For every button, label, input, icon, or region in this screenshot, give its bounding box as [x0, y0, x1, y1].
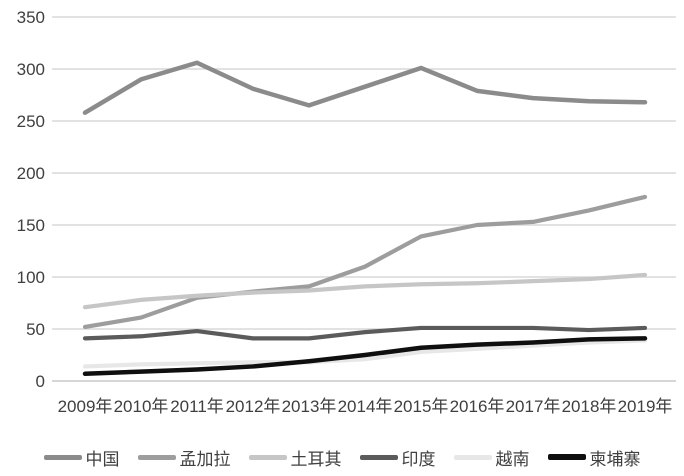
y-tick-label-300: 300: [17, 60, 45, 79]
y-axis-labels: 0 50 100 150 200 250 300 350: [17, 8, 45, 391]
legend-swatch-vietnam: [453, 454, 492, 460]
x-tick-label-8: 2017年: [506, 397, 561, 416]
series-line-bangladesh: [82, 194, 648, 330]
x-tick-label-2: 2011年: [170, 397, 224, 416]
chart-canvas: 0 50 100 150 200 250 300 350 2009年 2010年 2011年 2012…: [17, 8, 676, 416]
y-tick-label-250: 250: [17, 112, 45, 131]
legend-item-turkey: 土耳其: [248, 445, 342, 470]
legend-swatch-india: [359, 454, 398, 460]
legend-item-india: 印度: [359, 445, 436, 470]
series-line-china: [82, 60, 648, 115]
legend-label-turkey: 土耳其: [290, 449, 342, 469]
y-tick-label-200: 200: [17, 164, 45, 183]
gridlines: [52, 16, 676, 382]
x-tick-label-5: 2014年: [338, 397, 393, 416]
y-tick-label-50: 50: [26, 320, 45, 339]
legend-swatch-china: [43, 454, 82, 460]
x-tick-label-9: 2018年: [562, 397, 617, 416]
legend-swatch-bangladesh: [137, 454, 176, 460]
legend-label-china: 中国: [85, 449, 120, 469]
legend-label-vietnam: 越南: [495, 449, 530, 469]
x-axis-labels: 2009年 2010年 2011年 2012年 2013年 2014年 2015年 2016年…: [58, 397, 673, 416]
legend-label-cambodia: 柬埔寨: [589, 449, 641, 469]
legend-swatch-turkey: [248, 454, 287, 460]
x-tick-label-6: 2015年: [394, 397, 449, 416]
series-line-vietnam: [82, 338, 648, 369]
legend-swatch-cambodia: [547, 454, 586, 460]
chart-legend: 中国 孟加拉 土耳其 印度 越南 柬埔寨: [0, 444, 684, 470]
legend-item-bangladesh: 孟加拉: [137, 445, 231, 470]
series-line-turkey: [82, 272, 648, 310]
y-tick-label-150: 150: [17, 216, 45, 235]
x-tick-label-3: 2012年: [226, 397, 281, 416]
y-tick-label-100: 100: [17, 268, 45, 287]
y-tick-label-350: 350: [17, 8, 45, 27]
x-tick-label-0: 2009年: [58, 397, 113, 416]
series-line-india: [82, 325, 648, 341]
x-tick-label-4: 2013年: [282, 397, 337, 416]
legend-item-cambodia: 柬埔寨: [547, 445, 641, 470]
legend-item-china: 中国: [43, 445, 120, 470]
y-tick-label-0: 0: [36, 372, 45, 391]
legend-label-bangladesh: 孟加拉: [179, 449, 231, 469]
x-tick-label-7: 2016年: [450, 397, 505, 416]
series-line-cambodia: [82, 336, 648, 376]
x-tick-label-1: 2010年: [114, 397, 169, 416]
legend-item-vietnam: 越南: [453, 445, 530, 470]
legend-label-india: 印度: [401, 449, 436, 469]
x-tick-label-10: 2019年: [618, 397, 673, 416]
